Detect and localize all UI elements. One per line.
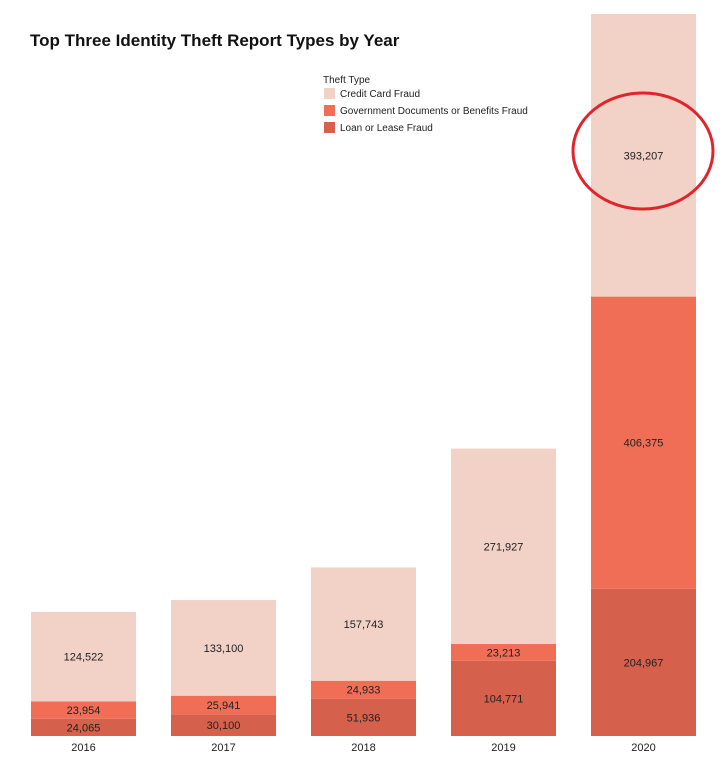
x-tick-2016: 2016 bbox=[71, 742, 95, 754]
bar-loan-or-lease-fraud-2016 bbox=[31, 718, 136, 736]
bar-government-documents-or-benefits-fraud-2020 bbox=[591, 296, 696, 589]
bar-credit-card-fraud-2020 bbox=[591, 14, 696, 297]
data-label-loan-or-lease-fraud-2017: 30,100 bbox=[207, 720, 241, 732]
bar-loan-or-lease-fraud-2020 bbox=[591, 588, 696, 736]
data-labels: 24,065 23,954 124,522 30,100 25,941 133,100 51… bbox=[64, 150, 664, 734]
legend-swatch-government-documents-or-benefits-fraud bbox=[324, 105, 335, 116]
data-label-credit-card-fraud-2016: 124,522 bbox=[64, 652, 104, 664]
bar-credit-card-fraud-2016 bbox=[31, 611, 136, 702]
legend-title: Theft Type bbox=[323, 75, 371, 86]
bar-loan-or-lease-fraud-2019 bbox=[451, 660, 556, 736]
chart-title: Top Three Identity Theft Report Types by… bbox=[30, 31, 400, 50]
legend-swatch-credit-card-fraud bbox=[324, 88, 335, 99]
data-label-credit-card-fraud-2019: 271,927 bbox=[484, 541, 524, 553]
legend-label-government-documents-or-benefits-fraud: Government Documents or Benefits Fraud bbox=[340, 106, 528, 117]
data-label-government-documents-or-benefits-fraud-2020: 406,375 bbox=[624, 438, 664, 450]
x-tick-2018: 2018 bbox=[351, 742, 375, 754]
bar-credit-card-fraud-2019 bbox=[451, 448, 556, 645]
bar-credit-card-fraud-2017 bbox=[171, 600, 276, 696]
x-tick-2020: 2020 bbox=[631, 742, 655, 754]
data-label-credit-card-fraud-2018: 157,743 bbox=[344, 619, 384, 631]
data-label-loan-or-lease-fraud-2019: 104,771 bbox=[484, 693, 524, 705]
bar-loan-or-lease-fraud-2017 bbox=[171, 714, 276, 736]
data-label-loan-or-lease-fraud-2020: 204,967 bbox=[624, 657, 664, 669]
legend-label-credit-card-fraud: Credit Card Fraud bbox=[340, 89, 420, 100]
annotations bbox=[571, 91, 715, 211]
bar-government-documents-or-benefits-fraud-2019 bbox=[451, 644, 556, 661]
x-tick-2019: 2019 bbox=[491, 742, 515, 754]
bar-government-documents-or-benefits-fraud-2016 bbox=[31, 701, 136, 719]
data-label-government-documents-or-benefits-fraud-2016: 23,954 bbox=[67, 705, 101, 717]
x-tick-2017: 2017 bbox=[211, 742, 235, 754]
data-label-government-documents-or-benefits-fraud-2019: 23,213 bbox=[487, 647, 521, 659]
data-label-credit-card-fraud-2020: 393,207 bbox=[624, 150, 664, 162]
bar-loan-or-lease-fraud-2018 bbox=[311, 698, 416, 736]
legend-label-loan-or-lease-fraud: Loan or Lease Fraud bbox=[340, 123, 433, 134]
data-label-government-documents-or-benefits-fraud-2017: 25,941 bbox=[207, 700, 241, 712]
data-label-credit-card-fraud-2017: 133,100 bbox=[204, 643, 244, 655]
bar-government-documents-or-benefits-fraud-2018 bbox=[311, 680, 416, 699]
data-label-loan-or-lease-fraud-2018: 51,936 bbox=[347, 712, 381, 724]
bar-credit-card-fraud-2018 bbox=[311, 567, 416, 681]
data-label-government-documents-or-benefits-fraud-2018: 24,933 bbox=[347, 685, 381, 697]
bars bbox=[31, 14, 696, 736]
legend-swatch-loan-or-lease-fraud bbox=[324, 122, 335, 133]
data-label-loan-or-lease-fraud-2016: 24,065 bbox=[67, 722, 101, 734]
bar-government-documents-or-benefits-fraud-2017 bbox=[171, 695, 276, 715]
x-axis-ticks: 2016 2017 2018 2019 2020 bbox=[71, 742, 655, 754]
highlight-circle bbox=[571, 91, 715, 211]
legend: Theft Type Credit Card Fraud Government D… bbox=[323, 75, 528, 134]
